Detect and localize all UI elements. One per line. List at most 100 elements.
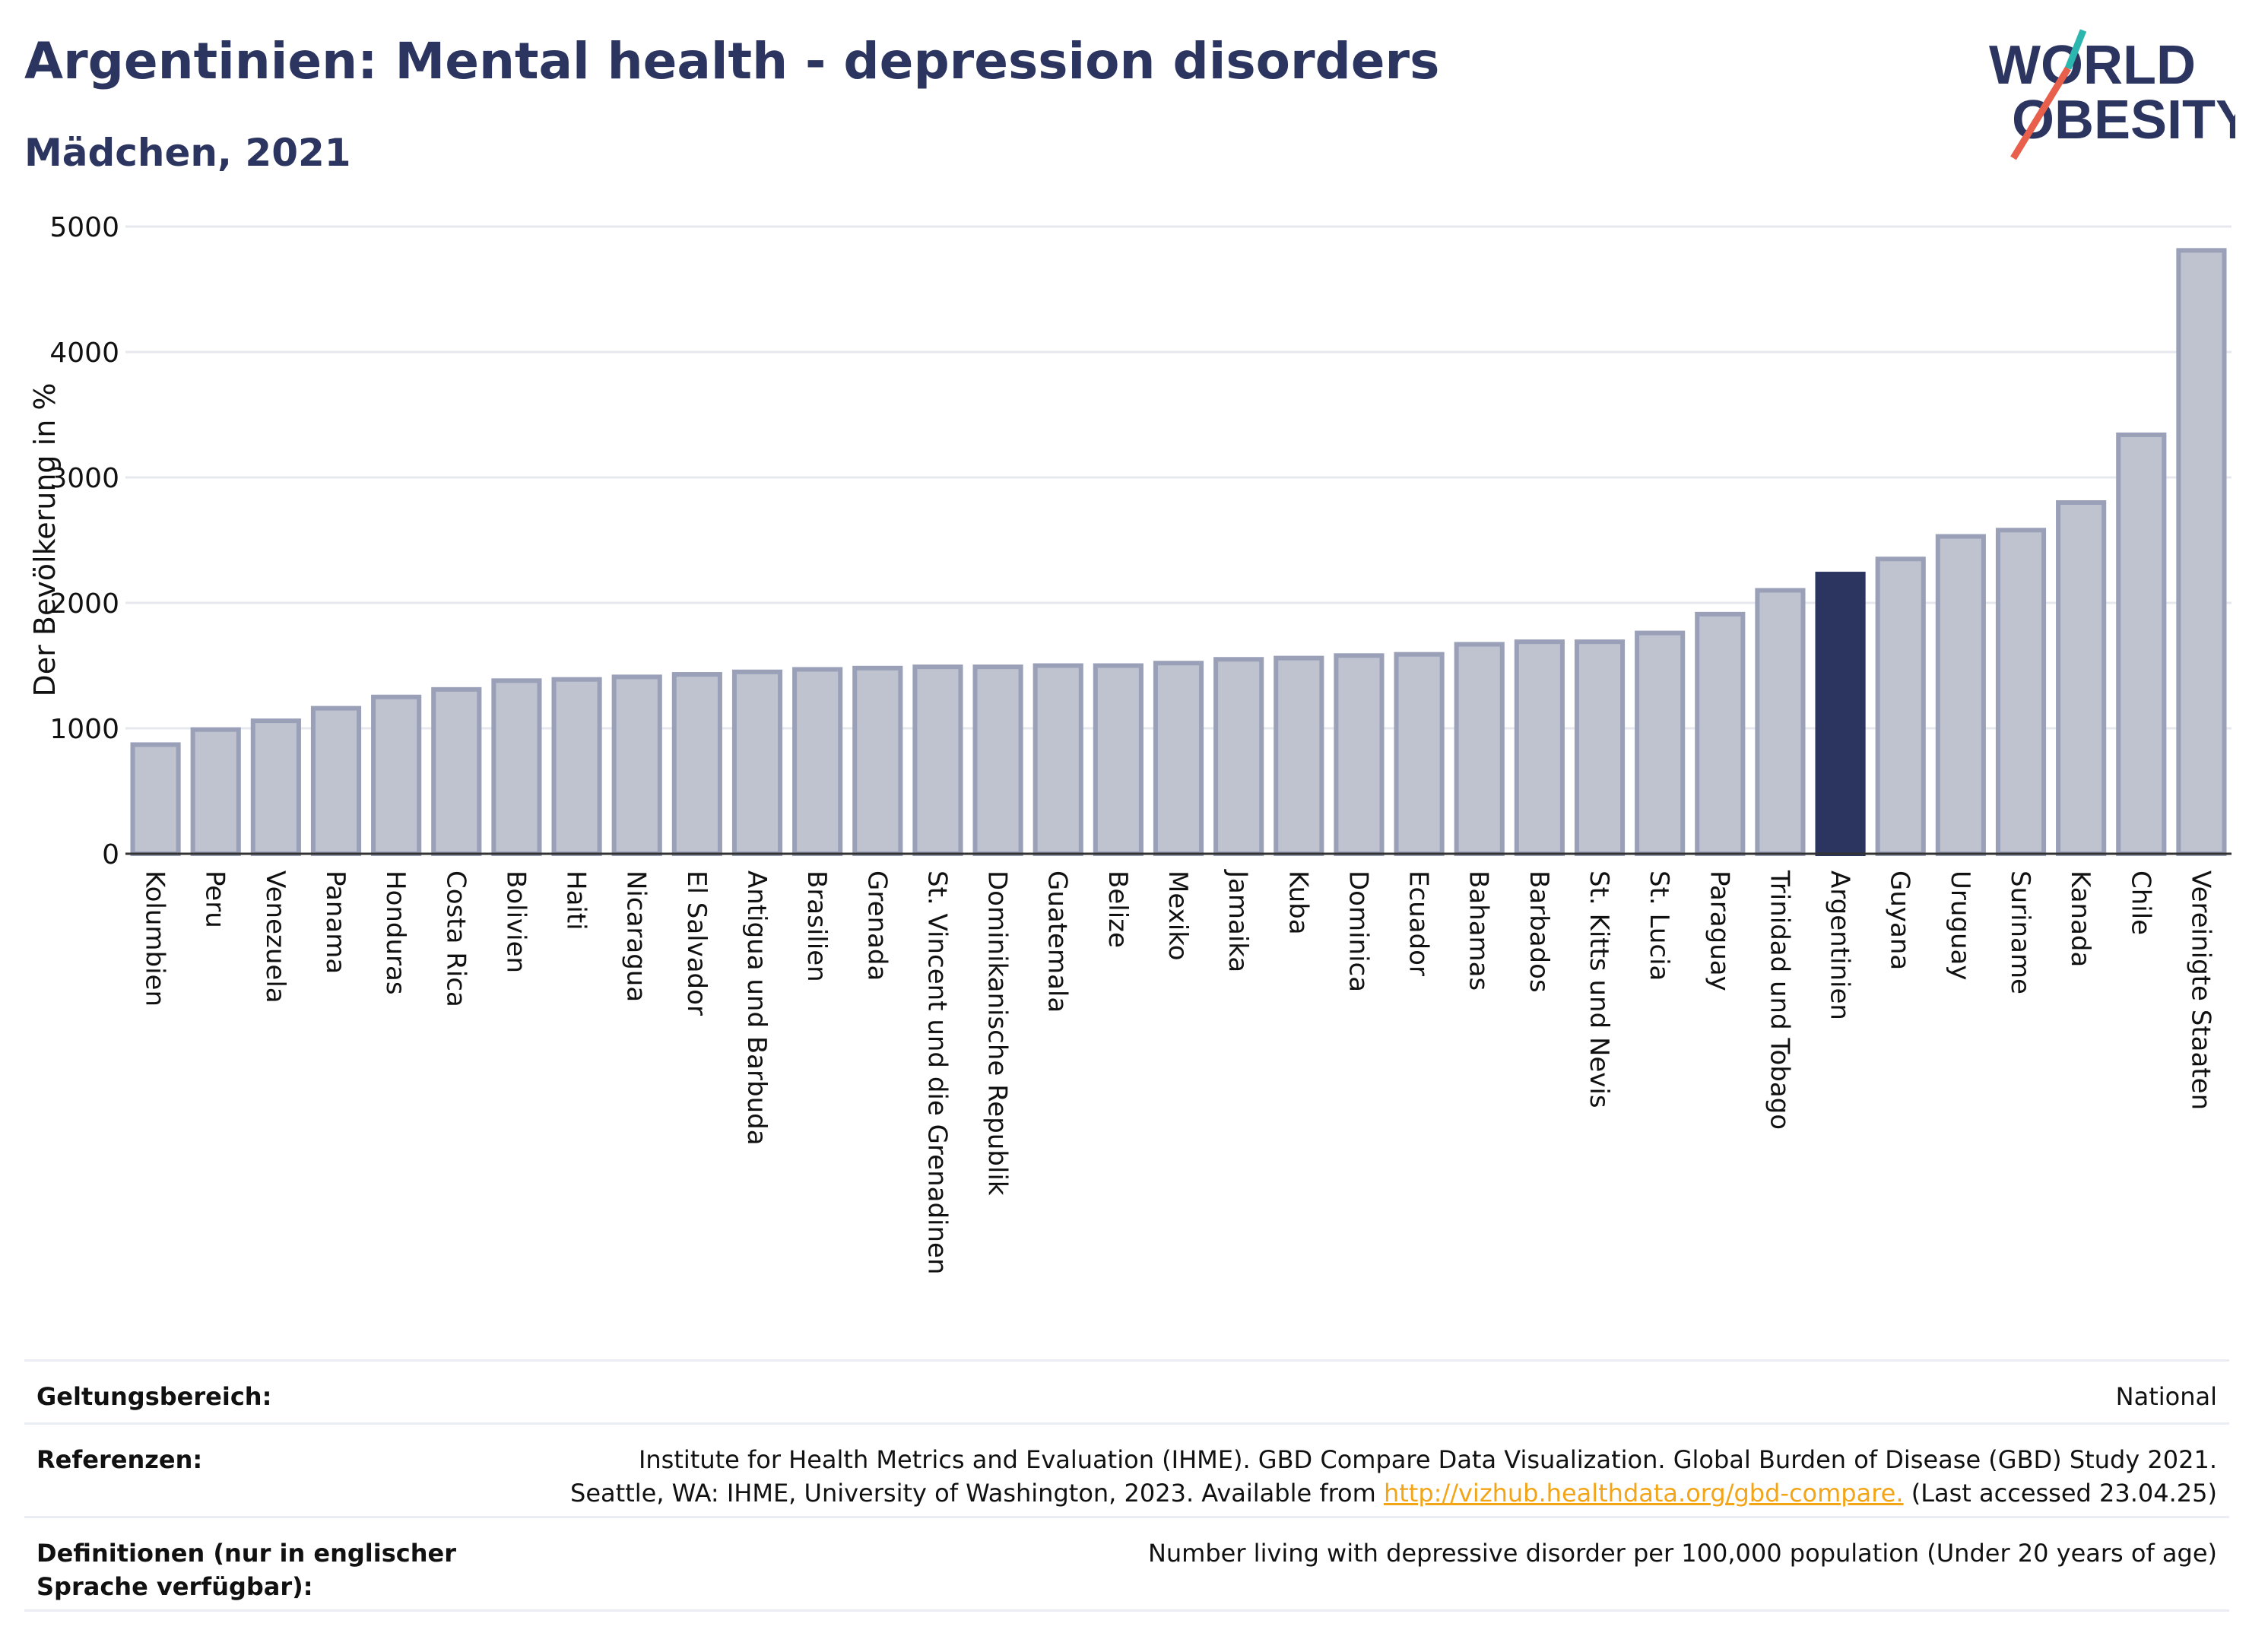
x-tick-label: Brasilien	[801, 870, 832, 982]
x-tick-label: Venezuela	[260, 870, 290, 1004]
y-tick-label: 3000	[49, 463, 119, 494]
bar-bolivien[interactable]	[491, 678, 542, 856]
y-tick-label: 5000	[49, 212, 119, 243]
bar-paraguay[interactable]	[1695, 611, 1746, 856]
chart-subtitle: Mädchen, 2021	[24, 131, 351, 175]
x-tick-label: Panama	[320, 870, 351, 974]
x-tick-label: Grenada	[861, 870, 892, 981]
y-tick-label: 4000	[49, 338, 119, 369]
bar-el-salvador[interactable]	[671, 672, 722, 856]
x-tick-label: Bolivien	[500, 870, 531, 973]
bar-venezuela[interactable]	[250, 718, 301, 856]
x-tick-label: Guatemala	[1042, 870, 1073, 1013]
x-tick-label: Suriname	[2005, 870, 2035, 994]
bar-uruguay[interactable]	[1935, 534, 1986, 856]
footer-table: Geltungsbereich: National Referenzen: In…	[24, 1359, 2229, 1612]
scope-value: National	[2115, 1382, 2217, 1411]
y-tick-label: 1000	[49, 714, 119, 745]
x-tick-label: Ecuador	[1404, 870, 1434, 976]
bar-mexiko[interactable]	[1153, 661, 1204, 857]
bar-barbados[interactable]	[1514, 639, 1565, 857]
bar-kanada[interactable]	[2056, 500, 2107, 856]
x-tick-label: Nicaragua	[621, 870, 652, 1002]
y-tick-label: 0	[102, 839, 119, 870]
bar-costa-rica[interactable]	[431, 686, 482, 856]
x-tick-label: Paraguay	[1704, 870, 1734, 991]
bar-guyana[interactable]	[1875, 556, 1926, 856]
bars	[130, 248, 2227, 857]
chart-title: Argentinien: Mental health - depression …	[24, 32, 1440, 90]
x-tick-label: St. Lucia	[1644, 870, 1674, 981]
x-tick-label: Argentinien	[1825, 870, 1855, 1020]
logo-slash-teal	[2064, 29, 2087, 70]
bar-vereinigte-staaten[interactable]	[2176, 248, 2227, 857]
x-tick-label: Antigua und Barbuda	[741, 870, 772, 1146]
x-tick-label: Kolumbien	[140, 870, 170, 1007]
bar-bahamas[interactable]	[1454, 642, 1505, 856]
bar-brasilien[interactable]	[792, 667, 843, 857]
references-line-2-pre: Seattle, WA: IHME, University of Washing…	[570, 1479, 1376, 1508]
x-tick-label: Uruguay	[1945, 870, 1975, 981]
x-tick-label: Kanada	[2065, 870, 2095, 967]
bar-jamaika[interactable]	[1213, 657, 1264, 856]
y-tick-label: 2000	[49, 588, 119, 620]
bar-kolumbien[interactable]	[130, 742, 181, 857]
footer-row-scope: Geltungsbereich: National	[24, 1359, 2229, 1422]
references-line-1: Institute for Health Metrics and Evaluat…	[638, 1445, 2217, 1474]
bar-st-kitts-und-nevis[interactable]	[1574, 639, 1626, 857]
bar-belize[interactable]	[1093, 663, 1144, 856]
x-tick-label: Haiti	[561, 870, 592, 931]
bar-kuba[interactable]	[1274, 655, 1324, 856]
x-tick-label: Honduras	[380, 870, 411, 995]
world-obesity-logo: WORLD OBESITY	[1989, 29, 2235, 160]
x-tick-label: Vereinigte Staaten	[2185, 870, 2216, 1110]
x-tick-label: Chile	[2125, 870, 2155, 935]
logo-word-world: WORLD	[1989, 35, 2196, 96]
bar-chart: 0 1000 2000 3000 4000 5000 Kolumbien Peru Venez…	[28, 212, 2232, 1275]
y-axis-ticks: 0 1000 2000 3000 4000 5000	[49, 212, 119, 870]
bar-guatemala[interactable]	[1033, 663, 1083, 856]
x-tick-label: Mexiko	[1163, 870, 1193, 961]
bar-grenada[interactable]	[852, 665, 903, 856]
x-tick-label: Dominica	[1343, 870, 1373, 992]
footer-row-references: Referenzen: Institute for Health Metrics…	[24, 1422, 2229, 1516]
bar-argentinien[interactable]	[1815, 572, 1866, 856]
bar-haiti[interactable]	[551, 677, 602, 857]
footer-row-definitions: Definitionen (nur in englischer Sprache …	[24, 1516, 2229, 1612]
x-tick-label: El Salvador	[681, 870, 712, 1016]
x-tick-label: Costa Rica	[440, 870, 471, 1007]
x-tick-label: Belize	[1102, 870, 1133, 948]
bar-trinidad-und-tobago[interactable]	[1755, 588, 1806, 856]
logo-slash-red	[2010, 66, 2071, 160]
definitions-value: Number living with depressive disorder p…	[1147, 1539, 2217, 1568]
bar-peru[interactable]	[190, 727, 241, 857]
x-tick-label: Barbados	[1524, 870, 1554, 993]
references-line-2-post: (Last accessed 23.04.25)	[1911, 1479, 2217, 1508]
y-axis-label: Der Bevölkerung in %	[28, 383, 62, 697]
bar-chile[interactable]	[2116, 432, 2167, 856]
x-axis-labels: Kolumbien Peru Venezuela Panama Honduras Cost…	[140, 869, 2216, 1275]
x-tick-label: Kuba	[1283, 870, 1313, 935]
bar-st-vincent-und-die-grenadinen[interactable]	[912, 664, 963, 857]
x-tick-label: Guyana	[1885, 870, 1915, 970]
bar-panama[interactable]	[310, 706, 362, 856]
references-line-2: Seattle, WA: IHME, University of Washing…	[570, 1476, 2217, 1510]
bar-ecuador[interactable]	[1394, 652, 1445, 857]
references-value: Institute for Health Metrics and Evaluat…	[570, 1425, 2229, 1516]
bar-dominikanische-republik[interactable]	[972, 664, 1023, 857]
x-tick-label: Trinidad und Tobago	[1764, 870, 1794, 1130]
bar-antigua-und-barbuda[interactable]	[731, 669, 783, 856]
x-tick-label: Jamaika	[1223, 869, 1253, 972]
references-link[interactable]: http://vizhub.healthdata.org/gbd-compare…	[1383, 1479, 1904, 1508]
bar-suriname[interactable]	[1995, 528, 2047, 856]
bar-nicaragua[interactable]	[611, 674, 662, 856]
bar-honduras[interactable]	[371, 694, 422, 856]
x-tick-label: Bahamas	[1464, 870, 1494, 991]
x-tick-label: Dominikanische Republik	[982, 870, 1013, 1196]
references-label: Referenzen:	[36, 1445, 203, 1474]
definitions-label: Definitionen (nur in englischer Sprache …	[36, 1539, 456, 1601]
x-tick-label: Peru	[200, 870, 230, 928]
bar-st-lucia[interactable]	[1635, 630, 1686, 856]
bar-dominica[interactable]	[1334, 653, 1385, 856]
x-tick-label: St. Kitts und Nevis	[1584, 870, 1614, 1108]
